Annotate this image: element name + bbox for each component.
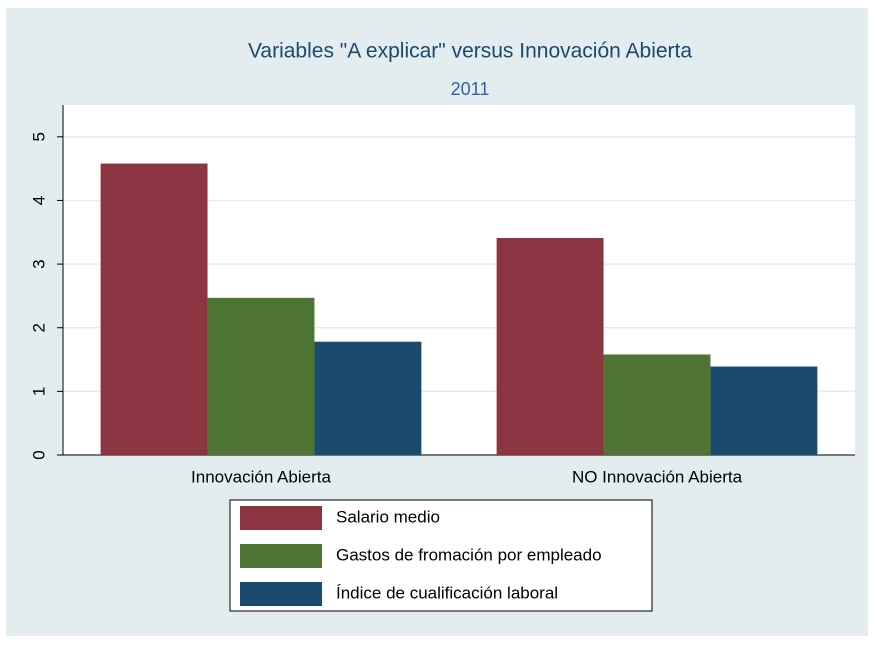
bar [314,341,422,455]
y-tick-label: 5 [29,132,48,141]
bar [207,297,315,455]
y-tick-label: 4 [29,196,48,205]
bar [100,163,208,455]
bar [603,354,711,455]
y-tick-label: 2 [29,323,48,332]
y-tick-label: 3 [29,259,48,268]
legend-swatch [240,544,322,568]
legend-label: Salario medio [336,507,440,526]
chart-subtitle: 2011 [451,79,490,99]
legend-label: Gastos de fromación por empleado [336,545,602,564]
x-tick-label: NO Innovación Abierta [572,467,743,486]
legend-label: Índice de cualificación laboral [336,583,558,602]
chart-title: Variables "A explicar" versus Innovación… [248,40,692,63]
x-tick-label: Innovación Abierta [191,467,331,486]
bar [496,238,604,455]
legend-swatch [240,582,322,606]
legend-swatch [240,506,322,530]
y-tick-label: 1 [29,387,48,396]
y-tick-label: 0 [29,450,48,459]
bar [710,366,818,455]
